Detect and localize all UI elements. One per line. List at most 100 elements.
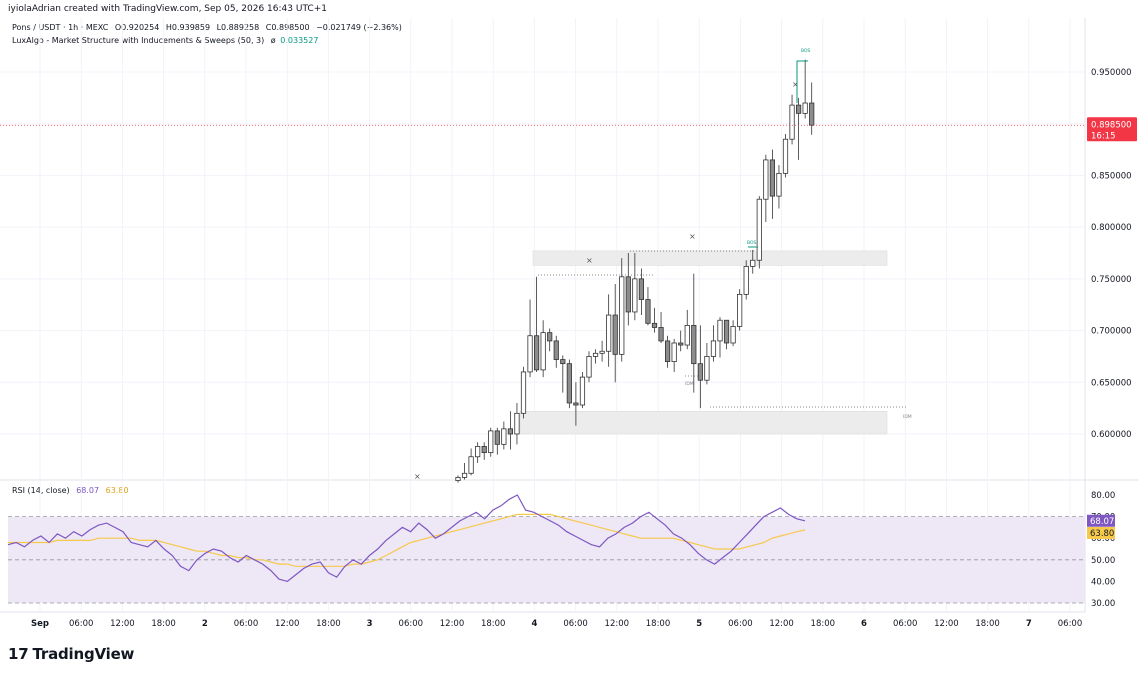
candle [717,317,723,358]
candle-body [632,278,638,313]
price-axis[interactable]: 0.9500000.9000000.8500000.8000000.750000… [1087,68,1137,440]
candle-body [704,356,710,381]
time-tick-label: 06:00 [234,619,259,629]
time-tick-label: 12:00 [605,619,630,629]
rsi-value-tag-label: 68.07 [1090,517,1114,527]
rsi-title[interactable]: RSI (14, close) [12,486,70,495]
rsi-tick-label: 50.00 [1091,556,1115,566]
candle [579,371,586,409]
time-tick-label: 12:00 [934,619,959,629]
current-price-label: 0.898500 [1091,120,1132,130]
candle-body [710,340,717,357]
time-tick-label: 12:00 [440,619,465,629]
idm-label: IDM [903,414,912,420]
candle [455,475,461,483]
time-tick-label: 2 [202,619,208,629]
candle [750,249,756,274]
tradingview-logo-icon: 𝟭𝟳 [8,645,29,663]
rsi-ma-line [8,513,806,567]
candle-body [455,477,461,481]
rsi-ma-tag-label: 63.80 [1090,529,1114,539]
candle-body [527,335,533,373]
candle-body [573,402,579,406]
eye-slash-icon[interactable]: ø [270,36,276,45]
candle [468,448,474,476]
candle-body [468,456,474,474]
candle [501,421,507,450]
bos-line [796,60,808,103]
candle-body [507,428,514,435]
candle-body [461,472,468,478]
candle-body [776,172,782,197]
candle [684,309,690,350]
candle [475,442,481,463]
candle-body [638,278,645,300]
time-tick-label: 12:00 [769,619,794,629]
candle [802,59,808,119]
price-tick-label: 0.950000 [1091,68,1132,78]
indicator-title[interactable]: LuxAlgo - Market Structure with Induceme… [12,36,265,45]
rsi-ma-value: 63.80 [105,486,129,495]
price-tick-label: 0.700000 [1091,327,1132,337]
candle-body [514,412,520,435]
price-tick-label: 0.600000 [1091,430,1132,440]
candle [494,427,500,455]
candle-body [658,327,664,342]
tradingview-logo[interactable]: 𝟭𝟳 TradingView [8,645,135,663]
candle-body [697,363,703,381]
rsi-tick-label: 30.00 [1091,599,1115,609]
candle [789,94,795,145]
candle-body [520,371,527,414]
candle [776,165,782,209]
candle-body [475,446,481,458]
candle [756,196,762,269]
candle-body [717,319,723,342]
candle-body [651,322,658,328]
candles [455,59,815,483]
candle [710,325,717,362]
candle-body [586,356,592,378]
candle-body [743,266,749,295]
candle [488,427,494,457]
price-tick-label: 0.850000 [1091,171,1132,181]
candle-body [599,350,605,354]
candle-body [534,335,540,371]
symbol-title[interactable]: Pons / USDT · 1h · MEXC [12,23,109,32]
time-tick-label: 06:00 [893,619,918,629]
candle [560,355,566,393]
candle [723,319,730,350]
time-tick-label: 12:00 [110,619,135,629]
rsi-tick-label: 40.00 [1091,577,1115,587]
candle [612,284,618,383]
candle [671,338,677,372]
candle-body [723,319,730,344]
sweep-cross-mark: × [414,472,421,481]
time-tick-label: 06:00 [563,619,588,629]
candle [730,320,736,347]
time-tick-label: 18:00 [975,619,1000,629]
rsi-legend: RSI (14, close) 68.07 63.80 [12,486,129,495]
price-tick-label: 0.750000 [1091,275,1132,285]
time-tick-label: 18:00 [646,619,671,629]
candle [704,342,710,385]
candle [534,276,540,372]
candle-body [750,259,756,267]
time-tick-label: 18:00 [811,619,836,629]
candle-body [481,446,487,454]
rsi-line [7,494,806,583]
rsi-pane [7,494,1085,604]
rsi-value: 68.07 [76,486,100,495]
candle [658,311,664,343]
time-tick-label: 4 [531,619,537,629]
candle [632,253,638,321]
sweep-cross-mark: × [586,256,593,265]
time-axis[interactable]: Sep 06:00 12:00 18:00 2 06:00 12:00 18:00 3 06:00… [31,619,1082,629]
chart-credit: iyiolaAdrian created with TradingView.co… [8,4,327,14]
candle [586,351,592,383]
sweep-cross-mark: × [792,80,799,89]
ohlc-change: −0.021749 (−2.36%) [316,23,402,32]
candle [507,411,514,450]
candle-body [625,276,631,313]
